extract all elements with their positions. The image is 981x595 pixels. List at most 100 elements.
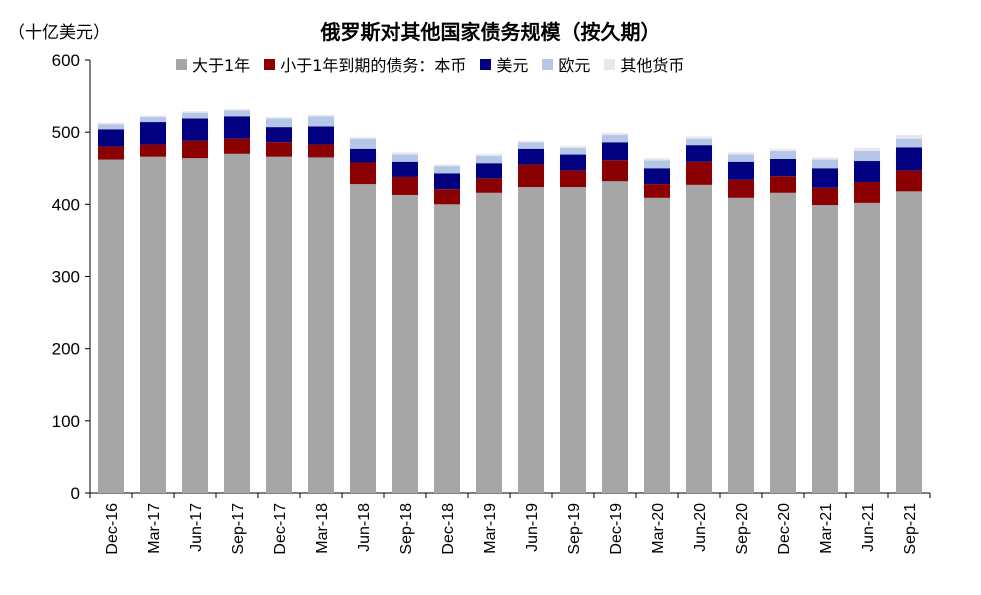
bar-segment xyxy=(475,178,503,193)
y-tick-label: 100 xyxy=(52,412,80,431)
x-tick-label: Mar-20 xyxy=(650,503,667,554)
x-tick-label: Sep-17 xyxy=(230,503,247,555)
bar-segment xyxy=(307,144,335,158)
bar-segment xyxy=(769,176,797,193)
y-tick-label: 300 xyxy=(52,268,80,287)
bar-segment xyxy=(349,162,377,185)
bar-segment xyxy=(811,159,839,169)
bar-segment xyxy=(685,161,713,185)
x-tick-label: Sep-19 xyxy=(566,503,583,555)
bar-segment xyxy=(895,135,923,139)
legend-swatch xyxy=(604,58,616,70)
chart-title: 俄罗斯对其他国家债务规模（按久期） xyxy=(320,20,661,44)
x-tick-label: Dec-18 xyxy=(440,503,457,555)
bar-segment xyxy=(349,148,377,163)
bar-segment xyxy=(601,181,629,494)
x-tick-label: Mar-21 xyxy=(818,503,835,554)
bar-segment xyxy=(139,115,167,118)
bar-segment xyxy=(181,112,209,119)
bar-segment xyxy=(685,136,713,139)
legend-label: 小于1年到期的债务：本币 xyxy=(280,56,467,75)
bar-segment xyxy=(349,138,377,149)
y-tick-label: 500 xyxy=(52,123,80,142)
legend-item: 其他货币 xyxy=(604,52,684,76)
bar-segment xyxy=(349,137,377,139)
bar-segment xyxy=(475,163,503,179)
bar-segment xyxy=(391,152,419,155)
bar-segment xyxy=(769,158,797,177)
bar-segment xyxy=(853,181,881,203)
legend-swatch xyxy=(480,58,492,70)
bar-segment xyxy=(475,155,503,164)
bar-segment xyxy=(811,187,839,206)
bar-segment xyxy=(853,148,881,151)
x-tick-label: Dec-20 xyxy=(776,503,793,555)
x-tick-label: Sep-21 xyxy=(902,503,919,555)
bar-segment xyxy=(97,146,125,160)
bar-segment xyxy=(223,109,251,111)
bar-segment xyxy=(97,159,125,493)
legend-label: 欧元 xyxy=(558,56,591,75)
y-tick-label: 600 xyxy=(52,51,80,70)
bar-segment xyxy=(517,140,545,143)
bar-segment xyxy=(895,170,923,192)
bar-segment xyxy=(181,140,209,159)
bar-segment xyxy=(391,161,419,177)
bar-segment xyxy=(895,147,923,171)
bar-segment xyxy=(643,197,671,494)
bar-segment xyxy=(307,126,335,145)
bar-segment xyxy=(727,152,755,155)
bar-segment xyxy=(853,161,881,182)
bar-segment xyxy=(223,110,251,117)
bar-segment xyxy=(769,192,797,493)
bar-segment xyxy=(433,204,461,494)
x-tick-label: Jun-18 xyxy=(356,503,373,552)
bar-segment xyxy=(391,176,419,195)
bar-segment xyxy=(601,132,629,136)
bar-segment xyxy=(727,161,755,180)
bar-segment xyxy=(727,197,755,494)
bar-segment xyxy=(643,184,671,198)
bar-segment xyxy=(223,138,251,154)
legend-item: 小于1年到期的债务：本币 xyxy=(264,52,466,76)
bar-segment xyxy=(517,148,545,165)
bar-segment xyxy=(517,142,545,149)
bar-segment xyxy=(475,153,503,156)
bar-segment xyxy=(643,168,671,185)
bar-segment xyxy=(265,117,293,119)
bar-segment xyxy=(517,164,545,188)
bar-segment xyxy=(265,127,293,143)
bar-segment xyxy=(391,154,419,162)
x-tick-label: Mar-17 xyxy=(146,503,163,554)
bar-segment xyxy=(265,142,293,157)
x-tick-label: Jun-21 xyxy=(860,503,877,552)
bar-segment xyxy=(139,122,167,145)
bar-segment xyxy=(853,150,881,162)
bar-segment xyxy=(769,148,797,151)
x-tick-label: Mar-18 xyxy=(314,503,331,554)
bar-segment xyxy=(139,144,167,157)
bar-segment xyxy=(307,157,335,494)
bar-segment xyxy=(727,154,755,162)
bar-segment xyxy=(685,138,713,146)
bar-segment xyxy=(433,173,461,190)
bar-segment xyxy=(223,116,251,139)
legend-item: 美元 xyxy=(480,52,528,76)
bar-segment xyxy=(811,205,839,493)
legend: 大于1年 小于1年到期的债务：本币 美元 欧元 其他货币 xyxy=(176,52,684,76)
bar-segment xyxy=(643,160,671,169)
bar-segment xyxy=(811,157,839,160)
legend-item: 大于1年 xyxy=(176,52,250,76)
bar-segment xyxy=(601,135,629,143)
bar-segment xyxy=(769,150,797,159)
bar-segment xyxy=(643,158,671,161)
bar-segment xyxy=(559,187,587,493)
x-tick-label: Jun-20 xyxy=(692,503,709,552)
bar-segment xyxy=(559,170,587,188)
bar-segment xyxy=(349,184,377,494)
bar-segment xyxy=(223,153,251,494)
bar-segment xyxy=(433,189,461,205)
bar-segment xyxy=(895,138,923,148)
